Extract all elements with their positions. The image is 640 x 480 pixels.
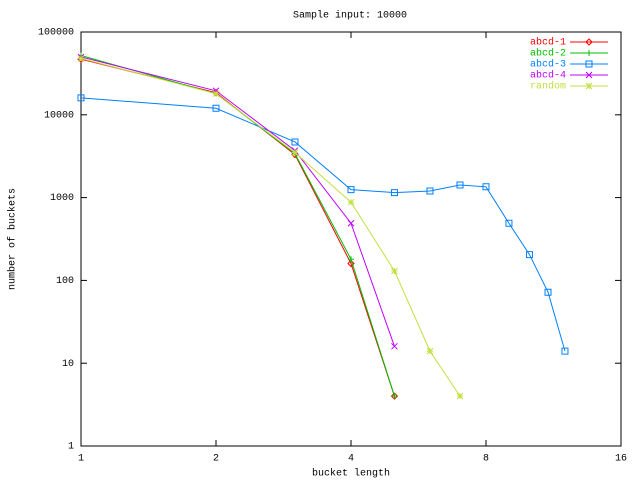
point xyxy=(347,259,355,268)
point xyxy=(212,104,220,112)
y-tick-label: 10 xyxy=(62,359,74,370)
point xyxy=(525,251,533,259)
y-tick-label: 100000 xyxy=(38,28,74,39)
point xyxy=(505,219,513,227)
point xyxy=(348,256,354,263)
y-tick-label: 100 xyxy=(56,276,74,287)
point xyxy=(391,393,398,400)
legend-label: abcd-2 xyxy=(530,48,566,60)
point xyxy=(585,38,593,46)
legend-label: abcd-4 xyxy=(530,70,566,82)
point xyxy=(482,183,490,191)
series-line xyxy=(80,97,566,352)
y-tick-label: 10000 xyxy=(44,110,74,121)
point xyxy=(347,186,355,194)
point xyxy=(426,347,434,355)
point xyxy=(561,347,569,355)
point xyxy=(347,198,355,206)
point xyxy=(586,50,592,56)
point xyxy=(347,219,355,227)
point xyxy=(390,189,398,197)
point xyxy=(77,94,85,102)
x-tick-label: 16 xyxy=(615,454,627,465)
point xyxy=(585,71,593,79)
point xyxy=(426,187,434,195)
point xyxy=(77,55,85,62)
point xyxy=(456,392,464,400)
legend-label: random xyxy=(530,81,566,93)
point xyxy=(391,267,398,275)
point xyxy=(585,82,593,90)
x-tick-label: 2 xyxy=(213,454,219,465)
x-tick-label: 4 xyxy=(348,454,354,465)
point xyxy=(291,149,299,156)
point xyxy=(391,342,398,350)
y-tick-label: 1000 xyxy=(50,193,74,204)
point xyxy=(212,90,220,98)
point xyxy=(456,181,464,189)
point xyxy=(544,288,552,296)
y-axis-label: number of buckets xyxy=(7,188,19,290)
point xyxy=(291,138,299,146)
y-tick-label: 1 xyxy=(68,442,74,453)
legend-label: abcd-3 xyxy=(530,59,566,71)
x-tick-label: 8 xyxy=(483,454,489,465)
chart-title: Sample input: 10000 xyxy=(293,10,407,22)
x-axis-label: bucket length xyxy=(312,468,390,480)
point xyxy=(585,60,593,68)
legend-label: abcd-1 xyxy=(530,37,566,49)
x-tick-label: 1 xyxy=(78,454,84,465)
